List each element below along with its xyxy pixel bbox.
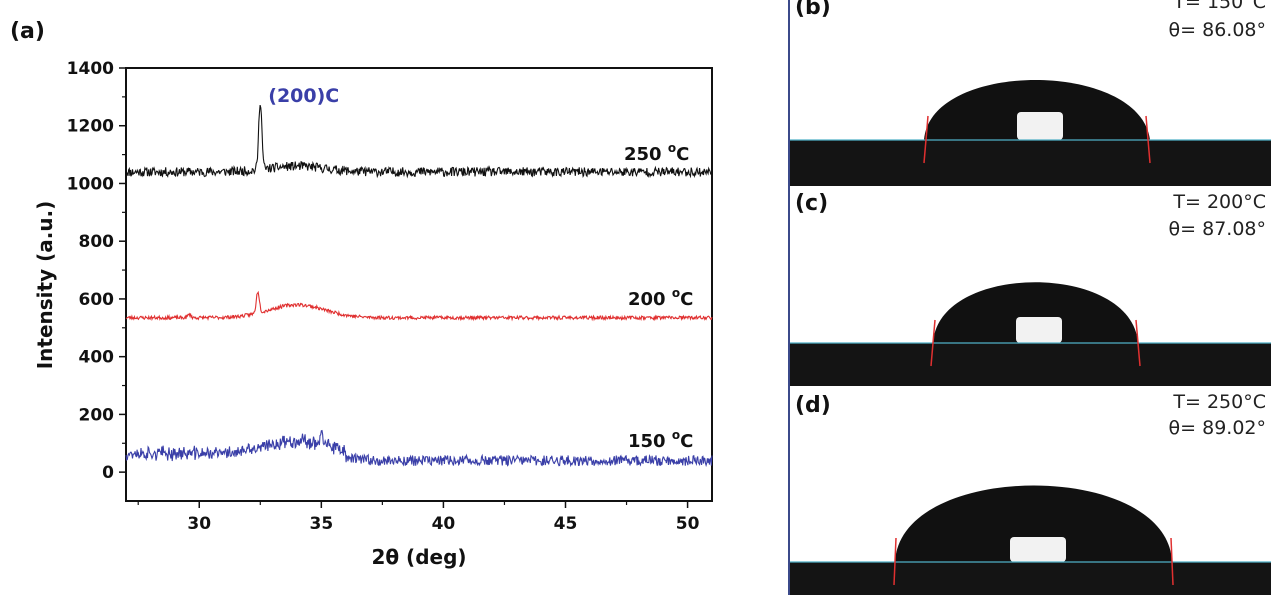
x-tick-label-45: 45 — [554, 514, 578, 534]
series-label-1: 250 oC — [624, 141, 689, 165]
y-axis-title: Intensity (a.u.) — [33, 201, 57, 370]
tangent-right-b — [1145, 115, 1151, 164]
photo-panel-c: (c) T= 200°C θ= 87.08° — [790, 188, 1271, 386]
peak-annotation: (200)C — [268, 85, 339, 107]
photo-d-angle: θ= 89.02° — [1169, 417, 1266, 439]
tangent-left-c — [930, 319, 936, 367]
droplet-b-highlight — [1017, 112, 1063, 140]
y-tick-label-600: 600 — [79, 290, 115, 310]
axis-ticks: 30 35 40 45 50 0 200 400 600 800 1000 1200 1400 — [67, 59, 700, 534]
tangent-right-c — [1135, 319, 1141, 367]
series-label-2: 200 oC — [628, 286, 693, 310]
panel-a-label: (a) — [10, 19, 45, 44]
photo-b-label: (b) — [795, 0, 831, 20]
series-line-2 — [125, 290, 713, 322]
photo-d-label: (d) — [795, 393, 831, 418]
substrate-d — [790, 562, 1271, 595]
x-tick-label-35: 35 — [309, 514, 333, 534]
droplet-d — [895, 485, 1172, 562]
x-tick-label-50: 50 — [676, 514, 700, 534]
series-line-1 — [125, 104, 713, 179]
photo-panel-b: (b) T= 150°C θ= 86.08° — [790, 0, 1271, 186]
x-tick-label-40: 40 — [432, 514, 456, 534]
substrate-b — [790, 140, 1271, 186]
y-tick-label-800: 800 — [79, 232, 115, 252]
contact-angle-photos: (b) T= 150°C θ= 86.08° (c) T= 200°C θ= 8… — [788, 0, 1271, 595]
tangent-right-d — [1170, 537, 1174, 586]
y-tick-label-400: 400 — [79, 348, 115, 368]
tangent-left-d — [893, 537, 897, 586]
photo-panel-d: (d) T= 250°C θ= 89.02° — [790, 388, 1271, 595]
series-label-3: 150 oC — [628, 428, 693, 452]
series-labels: 250 oC 200 oC 150 oC — [624, 141, 693, 452]
photo-d-temp: T= 250°C — [1172, 391, 1266, 413]
xrd-plot: 30 35 40 45 50 0 200 400 600 800 1000 1200 1400 250 … — [67, 59, 713, 534]
droplet-b — [924, 80, 1150, 140]
x-tick-label-30: 30 — [187, 514, 211, 534]
y-tick-label-1000: 1000 — [67, 174, 114, 194]
droplet-d-highlight — [1010, 537, 1066, 562]
photo-c-angle: θ= 87.08° — [1169, 218, 1266, 240]
photo-b-angle: θ= 86.08° — [1169, 19, 1266, 41]
substrate-c — [790, 343, 1271, 386]
droplet-c — [933, 282, 1138, 343]
tangent-left-b — [923, 115, 929, 164]
photo-c-temp: T= 200°C — [1172, 191, 1266, 213]
droplet-c-highlight — [1016, 317, 1062, 343]
photo-b-temp: T= 150°C — [1172, 0, 1266, 13]
x-axis-title: 2θ (deg) — [371, 545, 466, 569]
y-tick-label-200: 200 — [79, 405, 115, 425]
y-tick-label-0: 0 — [102, 463, 114, 483]
y-tick-label-1400: 1400 — [67, 59, 114, 79]
photo-c-label: (c) — [795, 191, 828, 216]
series-lines — [125, 104, 713, 468]
y-tick-label-1200: 1200 — [67, 117, 114, 137]
series-line-3 — [125, 429, 713, 468]
plot-frame — [125, 67, 713, 502]
